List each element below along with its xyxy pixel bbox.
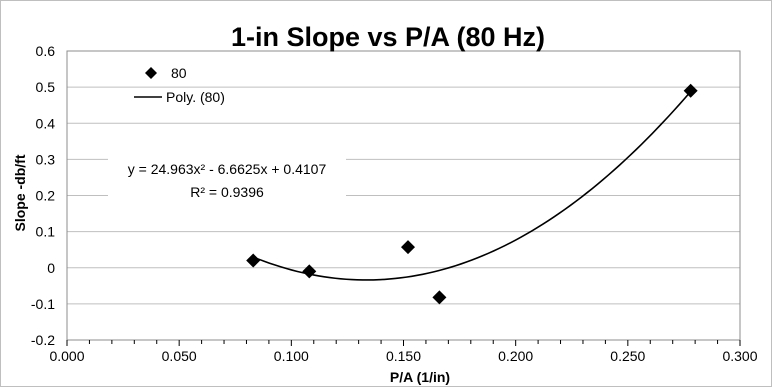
data-point-0 bbox=[246, 253, 261, 268]
trendline-group bbox=[252, 91, 692, 281]
x-tick-label-5: 0.250 bbox=[610, 348, 645, 364]
data-point-1 bbox=[302, 264, 317, 279]
trendline-equation: y = 24.963x² - 6.6625x + 0.4107 bbox=[128, 161, 327, 177]
data-points-group bbox=[246, 83, 698, 305]
x-tick-label-6: 0.300 bbox=[722, 348, 757, 364]
x-tick-label-1: 0.050 bbox=[162, 348, 197, 364]
data-point-2 bbox=[400, 240, 415, 255]
data-point-4 bbox=[683, 83, 698, 98]
legend: 80 Poly. (80) bbox=[134, 65, 225, 105]
x-tick-label-2: 0.100 bbox=[274, 348, 309, 364]
y-tick-label-5: 0.3 bbox=[36, 151, 56, 167]
y-tick-label-2: 0 bbox=[47, 260, 55, 276]
legend-series-label: 80 bbox=[171, 65, 187, 81]
y-axis-title: Slope -db/ft bbox=[12, 154, 28, 231]
chart-title: 1-in Slope vs P/A (80 Hz) bbox=[231, 22, 545, 52]
legend-marker-diamond bbox=[145, 67, 157, 79]
y-tick-label-3: 0.1 bbox=[36, 224, 56, 240]
y-tick-label-7: 0.5 bbox=[36, 79, 56, 95]
data-point-3 bbox=[432, 290, 447, 305]
y-axis-tick-labels: -0.2 -0.1 0 0.1 0.2 0.3 0.4 0.5 0.6 bbox=[31, 43, 55, 348]
x-axis-title: P/A (1/in) bbox=[390, 369, 450, 385]
x-tick-label-4: 0.200 bbox=[498, 348, 533, 364]
y-tick-label-6: 0.4 bbox=[36, 115, 56, 131]
r-squared-label: R² = 0.9396 bbox=[190, 184, 264, 200]
x-tick-label-3: 0.150 bbox=[386, 348, 421, 364]
y-tick-label-0: -0.2 bbox=[31, 332, 55, 348]
y-tick-label-1: -0.1 bbox=[31, 296, 55, 312]
equation-box bbox=[108, 152, 346, 204]
x-axis-tick-labels: 0.000 0.050 0.100 0.150 0.200 0.250 0.300 bbox=[49, 348, 757, 364]
y-tick-label-4: 0.2 bbox=[36, 188, 56, 204]
y-tick-label-8: 0.6 bbox=[36, 43, 56, 59]
x-tick-label-0: 0.000 bbox=[49, 348, 84, 364]
legend-trendline-label: Poly. (80) bbox=[166, 89, 225, 105]
polynomial-trendline bbox=[252, 91, 692, 281]
x-axis-ticks bbox=[66, 340, 741, 346]
